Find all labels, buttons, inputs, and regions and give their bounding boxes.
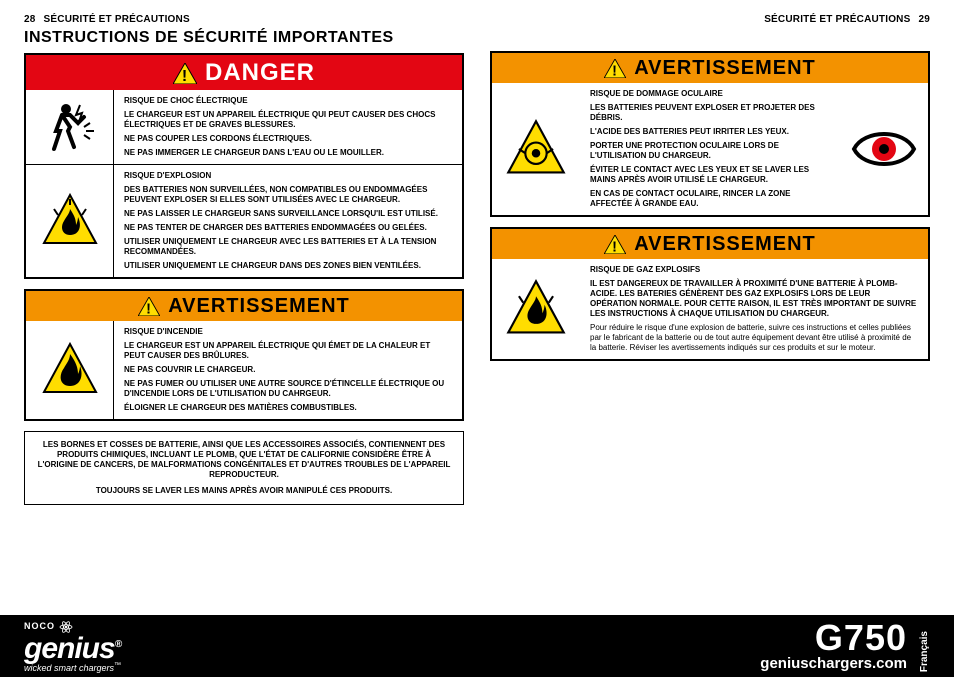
tagline-text: wicked smart chargers bbox=[24, 663, 114, 673]
eye-line-3: PORTER UNE PROTECTION OCULAIRE LORS DE L… bbox=[590, 141, 830, 161]
warn1-title: AVERTISSEMENT bbox=[168, 295, 350, 318]
eye-line-1: LES BATTERIES PEUVENT EXPLOSER ET PROJET… bbox=[590, 103, 830, 123]
gas-risk: RISQUE DE GAZ EXPLOSIFS bbox=[590, 265, 918, 275]
eye-icon bbox=[840, 83, 928, 215]
warning-triangle-icon: ! bbox=[138, 297, 160, 316]
svg-text:!: ! bbox=[612, 239, 618, 254]
content-area: 28 SÉCURITÉ ET PRÉCAUTIONS INSTRUCTIONS … bbox=[0, 0, 954, 615]
explosion-line-3: NE PAS TENTER DE CHARGER DES BATTERIES E… bbox=[124, 223, 452, 233]
explosion-risk: RISQUE D'EXPLOSION bbox=[124, 171, 452, 181]
warn3-row: RISQUE DE GAZ EXPLOSIFS IL EST DANGEREUX… bbox=[492, 259, 928, 359]
svg-text:!: ! bbox=[182, 68, 188, 84]
fire-line-3: NE PAS FUMER OU UTILISER UNE AUTRE SOURC… bbox=[124, 379, 452, 399]
warn2-box: ! AVERTISSEMENT bbox=[490, 51, 930, 217]
warn3-box: ! AVERTISSEMENT bbox=[490, 227, 930, 361]
tagline: wicked smart chargers™ bbox=[24, 662, 121, 673]
fire-line-1: LE CHARGEUR EST UN APPAREIL ÉLECTRIQUE Q… bbox=[124, 341, 452, 361]
brand-text: NOCO genius® wicked smart chargers™ bbox=[24, 620, 121, 673]
page-number-right: 29 bbox=[918, 14, 930, 25]
page-number-left: 28 bbox=[24, 14, 36, 25]
explosion-text: RISQUE D'EXPLOSION DES BATTERIES NON SUR… bbox=[114, 165, 462, 277]
manual-spread: 28 SÉCURITÉ ET PRÉCAUTIONS INSTRUCTIONS … bbox=[0, 0, 954, 677]
gas-normal: Pour réduire le risque d'une explosion d… bbox=[590, 323, 918, 353]
danger-row-shock: RISQUE DE CHOC ÉLECTRIQUE LE CHARGEUR ES… bbox=[26, 90, 462, 164]
explosion-icon bbox=[26, 165, 114, 277]
warning-triangle-icon: ! bbox=[604, 59, 626, 78]
warn2-header: ! AVERTISSEMENT bbox=[492, 53, 928, 83]
registered-mark: ® bbox=[115, 639, 121, 650]
footer-right: G750 geniuschargers.com Français bbox=[760, 620, 930, 673]
fire-icon bbox=[26, 321, 114, 419]
explosion-line-2: NE PAS LAISSER LE CHARGEUR SANS SURVEILL… bbox=[124, 209, 452, 219]
eye-text: RISQUE DE DOMMAGE OCULAIRE LES BATTERIES… bbox=[580, 83, 840, 215]
eyewear-icon bbox=[492, 83, 580, 215]
danger-box: ! DANGER bbox=[24, 53, 464, 279]
warn3-header: ! AVERTISSEMENT bbox=[492, 229, 928, 259]
warn2-title: AVERTISSEMENT bbox=[634, 57, 816, 80]
notice-p2: TOUJOURS SE LAVER LES MAINS APRÈS AVOIR … bbox=[37, 486, 451, 496]
spacer bbox=[490, 29, 930, 51]
shock-icon bbox=[26, 90, 114, 164]
svg-text:!: ! bbox=[612, 63, 618, 78]
warning-triangle-icon: ! bbox=[173, 63, 197, 84]
warn1-box: ! AVERTISSEMENT RISQUE D'INCENDIE bbox=[24, 289, 464, 421]
warn2-rows: RISQUE DE DOMMAGE OCULAIRE LES BATTERIES… bbox=[492, 83, 928, 215]
svg-text:!: ! bbox=[146, 301, 152, 316]
model-number: G750 bbox=[815, 620, 907, 656]
warn1-header: ! AVERTISSEMENT bbox=[26, 291, 462, 321]
danger-title: DANGER bbox=[205, 59, 315, 87]
shock-line-3: NE PAS IMMERGER LE CHARGEUR DANS L'EAU O… bbox=[124, 148, 452, 158]
shock-text: RISQUE DE CHOC ÉLECTRIQUE LE CHARGEUR ES… bbox=[114, 90, 462, 164]
noco-text: NOCO bbox=[24, 622, 55, 631]
page-header-left: 28 SÉCURITÉ ET PRÉCAUTIONS bbox=[24, 14, 464, 25]
website-url: geniuschargers.com bbox=[760, 656, 907, 673]
gas-icon bbox=[492, 259, 580, 359]
eye-risk: RISQUE DE DOMMAGE OCULAIRE bbox=[590, 89, 830, 99]
section-title-right: SÉCURITÉ ET PRÉCAUTIONS bbox=[764, 14, 910, 25]
footer-bar: NOCO genius® wicked smart chargers™ G750… bbox=[0, 615, 954, 677]
warn2-row: RISQUE DE DOMMAGE OCULAIRE LES BATTERIES… bbox=[492, 83, 928, 215]
eye-line-2: L'ACIDE DES BATTERIES PEUT IRRITER LES Y… bbox=[590, 127, 830, 137]
tm-mark: ™ bbox=[114, 662, 121, 669]
left-column: 28 SÉCURITÉ ET PRÉCAUTIONS INSTRUCTIONS … bbox=[24, 14, 464, 615]
warning-triangle-icon: ! bbox=[604, 235, 626, 254]
main-title: INSTRUCTIONS DE SÉCURITÉ IMPORTANTES bbox=[24, 29, 464, 47]
footer-stack: G750 geniuschargers.com bbox=[760, 620, 907, 673]
section-title-left: SÉCURITÉ ET PRÉCAUTIONS bbox=[44, 14, 190, 25]
warn3-title: AVERTISSEMENT bbox=[634, 233, 816, 256]
eye-line-4: ÉVITER LE CONTACT AVEC LES YEUX ET SE LA… bbox=[590, 165, 830, 185]
fire-risk: RISQUE D'INCENDIE bbox=[124, 327, 452, 337]
warn3-rows: RISQUE DE GAZ EXPLOSIFS IL EST DANGEREUX… bbox=[492, 259, 928, 359]
page-header-right: SÉCURITÉ ET PRÉCAUTIONS 29 bbox=[490, 14, 930, 25]
prop65-notice: LES BORNES ET COSSES DE BATTERIE, AINSI … bbox=[24, 431, 464, 505]
warn1-rows: RISQUE D'INCENDIE LE CHARGEUR EST UN APP… bbox=[26, 321, 462, 419]
explosion-line-4: UTILISER UNIQUEMENT LE CHARGEUR AVEC LES… bbox=[124, 237, 452, 257]
gas-line-1: IL EST DANGEREUX DE TRAVAILLER À PROXIMI… bbox=[590, 279, 918, 319]
danger-rows: RISQUE DE CHOC ÉLECTRIQUE LE CHARGEUR ES… bbox=[26, 90, 462, 277]
warn1-row: RISQUE D'INCENDIE LE CHARGEUR EST UN APP… bbox=[26, 321, 462, 419]
shock-line-1: LE CHARGEUR EST UN APPAREIL ÉLECTRIQUE Q… bbox=[124, 110, 452, 130]
fire-line-4: ÉLOIGNER LE CHARGEUR DES MATIÈRES COMBUS… bbox=[124, 403, 452, 413]
genius-text: genius bbox=[24, 632, 115, 665]
brand-block: NOCO genius® wicked smart chargers™ bbox=[24, 620, 121, 673]
danger-row-explosion: RISQUE D'EXPLOSION DES BATTERIES NON SUR… bbox=[26, 164, 462, 277]
eye-line-5: EN CAS DE CONTACT OCULAIRE, RINCER LA ZO… bbox=[590, 189, 830, 209]
danger-header: ! DANGER bbox=[26, 55, 462, 90]
language-label: Français bbox=[919, 631, 930, 672]
explosion-line-5: UTILISER UNIQUEMENT LE CHARGEUR DANS DES… bbox=[124, 261, 452, 271]
right-column: SÉCURITÉ ET PRÉCAUTIONS 29 ! AVERTISSEME… bbox=[490, 14, 930, 615]
gas-text: RISQUE DE GAZ EXPLOSIFS IL EST DANGEREUX… bbox=[580, 259, 928, 359]
explosion-line-1: DES BATTERIES NON SURVEILLÉES, NON COMPA… bbox=[124, 185, 452, 205]
fire-line-2: NE PAS COUVRIR LE CHARGEUR. bbox=[124, 365, 452, 375]
genius-logo: genius® bbox=[24, 634, 121, 664]
shock-line-2: NE PAS COUPER LES CORDONS ÉLECTRIQUES. bbox=[124, 134, 452, 144]
shock-risk: RISQUE DE CHOC ÉLECTRIQUE bbox=[124, 96, 452, 106]
notice-p1: LES BORNES ET COSSES DE BATTERIE, AINSI … bbox=[37, 440, 451, 480]
fire-text: RISQUE D'INCENDIE LE CHARGEUR EST UN APP… bbox=[114, 321, 462, 419]
